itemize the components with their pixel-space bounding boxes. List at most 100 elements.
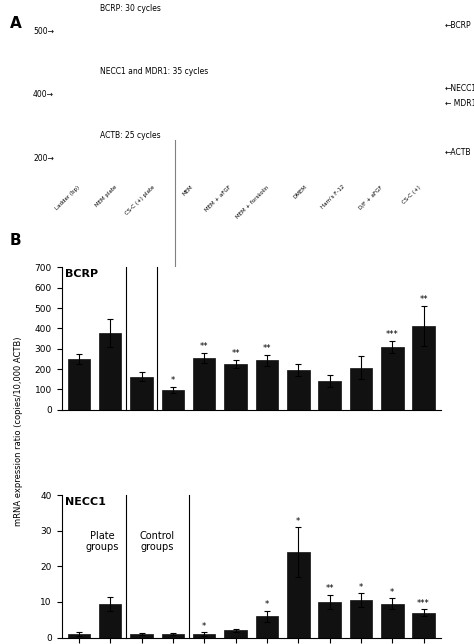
Bar [318, 602, 341, 638]
Text: DMEM: DMEM [292, 184, 308, 200]
Bar [256, 90, 284, 105]
Text: NECC1: NECC1 [65, 497, 106, 507]
Bar [408, 26, 436, 41]
Text: MEM: MEM [182, 184, 194, 197]
Bar [67, 82, 94, 85]
Text: Control
groups: Control groups [140, 531, 175, 553]
Bar [67, 87, 94, 90]
Bar [162, 634, 184, 638]
Bar [143, 90, 170, 105]
Bar [294, 26, 322, 41]
Text: D/F + aFGF: D/F + aFGF [358, 184, 384, 210]
Text: CS-C (+) plate: CS-C (+) plate [125, 184, 156, 216]
Bar [67, 19, 94, 21]
Bar [256, 26, 284, 41]
Bar [181, 26, 208, 41]
Bar [105, 26, 132, 41]
Bar [350, 600, 372, 638]
Text: MEM + aFGF: MEM + aFGF [204, 184, 232, 213]
Text: Ham's F-12: Ham's F-12 [320, 184, 346, 210]
Bar [67, 97, 94, 99]
Bar [332, 90, 360, 105]
Text: *: * [171, 376, 175, 385]
Bar [255, 616, 278, 638]
Bar [408, 153, 436, 169]
Bar [67, 146, 94, 148]
Bar [130, 634, 153, 638]
Bar [287, 552, 310, 638]
Text: *: * [265, 600, 269, 609]
Bar [350, 368, 372, 410]
Bar [162, 390, 184, 410]
Text: ←BCRP: ←BCRP [445, 21, 471, 30]
Bar [255, 361, 278, 410]
Text: BCRP: 30 cycles: BCRP: 30 cycles [100, 4, 160, 13]
Text: B: B [9, 233, 21, 248]
Bar [219, 153, 246, 169]
Bar [99, 603, 121, 638]
Bar [99, 333, 121, 410]
Text: **: ** [325, 584, 334, 593]
Text: ← MDR1: ← MDR1 [445, 99, 474, 108]
Text: BCRP: BCRP [65, 269, 99, 279]
Bar [256, 153, 284, 169]
Bar [67, 92, 94, 94]
Bar [370, 26, 398, 41]
Text: mRNA expression ratio (copies/10,000 ACTB): mRNA expression ratio (copies/10,000 ACT… [15, 337, 23, 526]
Bar [193, 357, 216, 410]
Text: ***: *** [417, 599, 430, 608]
Bar [67, 161, 94, 163]
Text: ACTB: 25 cycles: ACTB: 25 cycles [100, 131, 160, 140]
Text: *: * [359, 583, 363, 592]
Bar [381, 347, 403, 410]
Bar [67, 151, 94, 153]
Bar [67, 142, 94, 145]
Bar [68, 634, 90, 638]
Text: CS-C (+): CS-C (+) [401, 184, 422, 205]
Bar [294, 90, 322, 105]
Bar [181, 90, 208, 105]
Bar [318, 381, 341, 410]
Bar [370, 153, 398, 169]
Text: MEM plate: MEM plate [95, 184, 118, 208]
Bar [67, 174, 94, 176]
Text: A: A [9, 16, 21, 31]
Bar [105, 153, 132, 169]
Text: ←NECC1: ←NECC1 [445, 84, 474, 93]
Bar [287, 370, 310, 410]
Text: MEM + forskolin: MEM + forskolin [236, 184, 270, 219]
Bar [181, 153, 208, 169]
Bar [381, 603, 403, 638]
Text: *: * [202, 622, 206, 630]
Bar [67, 41, 94, 43]
Bar [130, 377, 153, 410]
Bar [67, 33, 94, 36]
Bar [193, 634, 216, 638]
Text: 500→: 500→ [33, 27, 54, 36]
Text: *: * [296, 516, 301, 526]
Text: **: ** [419, 294, 428, 303]
Text: 200→: 200→ [33, 154, 54, 163]
Bar [67, 23, 94, 26]
Bar [370, 90, 398, 105]
Bar [224, 364, 247, 410]
Text: ***: *** [386, 330, 399, 339]
Bar [67, 168, 94, 170]
Text: **: ** [200, 341, 209, 350]
Bar [412, 612, 435, 638]
Text: *: * [390, 588, 394, 597]
Text: NECC1 and MDR1: 35 cycles: NECC1 and MDR1: 35 cycles [100, 68, 208, 77]
Bar [332, 153, 360, 169]
Bar [412, 326, 435, 410]
Bar [67, 15, 94, 17]
Bar [67, 79, 94, 81]
Text: 400→: 400→ [33, 90, 54, 99]
Bar [408, 90, 436, 105]
Text: **: ** [263, 345, 271, 354]
Bar [67, 47, 94, 49]
Bar [143, 153, 170, 169]
Bar [67, 110, 94, 113]
Bar [219, 26, 246, 41]
Bar [224, 630, 247, 638]
Text: Ladder (bp): Ladder (bp) [55, 184, 81, 211]
